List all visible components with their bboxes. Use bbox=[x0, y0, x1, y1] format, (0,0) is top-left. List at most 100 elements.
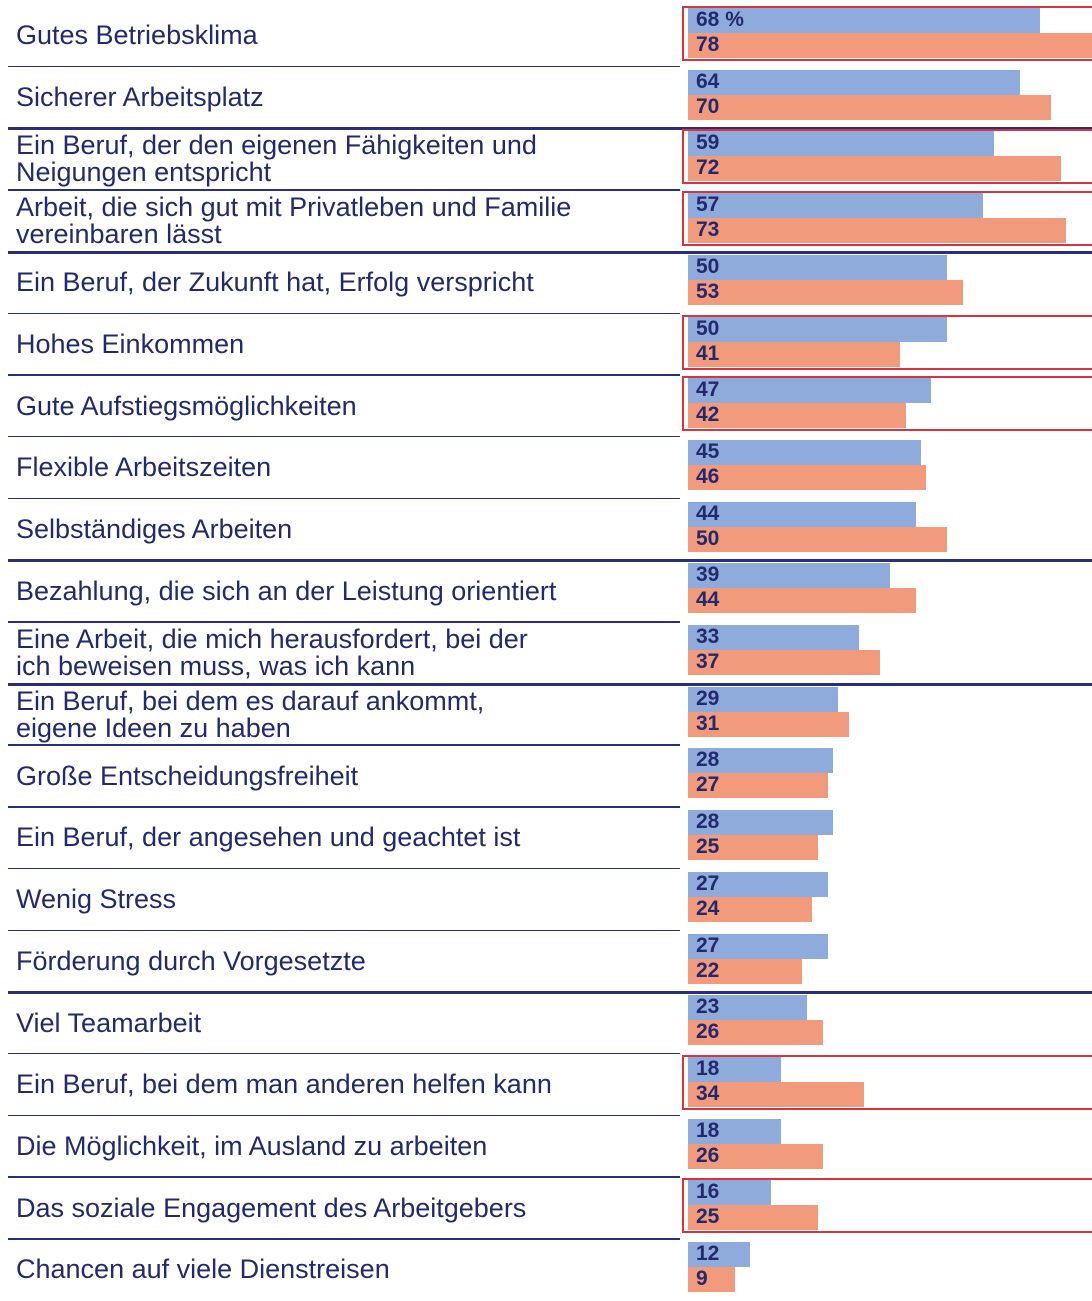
row-separator bbox=[8, 1238, 680, 1240]
category-label: Sicherer Arbeitsplatz bbox=[16, 82, 264, 113]
category-label: Hohes Einkommen bbox=[16, 328, 245, 359]
bar bbox=[688, 279, 963, 305]
row-separator bbox=[8, 127, 1092, 131]
bar bbox=[688, 131, 994, 157]
row-separator bbox=[8, 806, 680, 808]
row-separator bbox=[8, 1176, 680, 1178]
value-label: 23 bbox=[696, 995, 720, 1019]
value-label: 44 bbox=[696, 501, 720, 525]
value-label: 34 bbox=[696, 1081, 720, 1105]
value-label: 31 bbox=[696, 711, 720, 735]
bar bbox=[688, 439, 922, 465]
row-separator bbox=[8, 312, 680, 314]
value-label: 27 bbox=[696, 871, 720, 895]
category-label: Ein Beruf, der Zukunft hat, Erfolg versp… bbox=[16, 267, 534, 298]
category-label: Chancen auf viele Dienstreisen bbox=[16, 1254, 390, 1285]
value-label: 46 bbox=[696, 464, 720, 488]
category-label: Große Entscheidungsfreiheit bbox=[16, 760, 359, 791]
value-label: 29 bbox=[696, 686, 720, 710]
value-label: 70 bbox=[696, 94, 720, 118]
category-label: Viel Teamarbeit bbox=[16, 1007, 202, 1038]
bar bbox=[688, 1118, 782, 1144]
bar bbox=[688, 588, 916, 614]
category-label: Ein Beruf, bei dem es darauf ankommt, ei… bbox=[16, 685, 485, 743]
category-label: Eine Arbeit, die mich herausfordert, bei… bbox=[16, 623, 528, 681]
bar bbox=[688, 464, 927, 490]
value-label: 22 bbox=[696, 958, 720, 982]
bar bbox=[688, 748, 834, 774]
row-separator bbox=[8, 1114, 680, 1117]
bar bbox=[688, 1143, 823, 1169]
category-label: Arbeit, die sich gut mit Privatleben und… bbox=[16, 191, 572, 249]
bar bbox=[688, 1242, 751, 1267]
row-separator bbox=[8, 621, 680, 623]
value-label: 39 bbox=[696, 563, 720, 587]
bar bbox=[688, 341, 901, 367]
value-label: 25 bbox=[696, 835, 720, 859]
value-label: 44 bbox=[696, 588, 720, 612]
value-label: 72 bbox=[696, 156, 720, 180]
row-separator bbox=[8, 929, 680, 931]
value-label: 45 bbox=[696, 439, 720, 463]
value-label: 41 bbox=[696, 341, 720, 365]
bar bbox=[688, 1205, 818, 1231]
row-separator bbox=[8, 867, 680, 870]
value-label: 73 bbox=[696, 218, 720, 242]
category-label: Flexible Arbeitszeiten bbox=[16, 452, 272, 483]
bar bbox=[688, 378, 932, 404]
value-label: 18 bbox=[696, 1118, 720, 1142]
bar bbox=[688, 896, 813, 922]
bar bbox=[688, 1020, 823, 1046]
value-label: 78 bbox=[696, 33, 720, 56]
row-separator bbox=[8, 435, 680, 438]
bar bbox=[688, 316, 947, 342]
highlight-box bbox=[682, 1178, 1092, 1234]
value-label: 27 bbox=[696, 773, 720, 797]
value-label: 64 bbox=[696, 69, 720, 93]
bar bbox=[688, 8, 1041, 33]
bar bbox=[688, 650, 880, 675]
value-label: 50 bbox=[696, 254, 720, 278]
value-label: 12 bbox=[696, 1242, 720, 1265]
value-label: 53 bbox=[696, 279, 720, 303]
category-label: Wenig Stress bbox=[16, 884, 177, 915]
bar bbox=[688, 403, 906, 429]
bar bbox=[688, 94, 1051, 120]
value-label: 50 bbox=[696, 526, 720, 550]
bar bbox=[688, 69, 1020, 95]
row-separator bbox=[8, 682, 1092, 686]
value-label: 59 bbox=[696, 131, 720, 155]
value-label: 18 bbox=[696, 1056, 720, 1080]
bar bbox=[688, 193, 984, 219]
bar bbox=[688, 810, 834, 836]
bar bbox=[688, 33, 1092, 58]
category-label: Förderung durch Vorgesetzte bbox=[16, 945, 366, 976]
bar bbox=[688, 1267, 735, 1292]
value-label: 27 bbox=[696, 933, 720, 957]
value-label: 24 bbox=[696, 896, 720, 920]
category-label: Selbständiges Arbeiten bbox=[16, 513, 293, 544]
category-label: Die Möglichkeit, im Ausland zu arbeiten bbox=[16, 1130, 488, 1161]
bar bbox=[688, 1081, 865, 1107]
value-label: 16 bbox=[696, 1180, 720, 1204]
category-label: Ein Beruf, bei dem man anderen helfen ka… bbox=[16, 1069, 552, 1100]
category-label: Gute Aufstiegsmöglichkeiten bbox=[16, 390, 357, 421]
category-label: Gutes Betriebsklima bbox=[16, 20, 258, 51]
bar bbox=[688, 686, 839, 712]
value-label: 28 bbox=[696, 748, 720, 772]
bar bbox=[688, 218, 1067, 244]
bar bbox=[688, 958, 802, 984]
bar bbox=[688, 835, 818, 861]
row-separator bbox=[8, 991, 1092, 995]
highlight-box bbox=[682, 191, 1092, 247]
row-separator bbox=[8, 189, 680, 191]
bar bbox=[688, 933, 828, 959]
category-label: Ein Beruf, der angesehen und geachtet is… bbox=[16, 822, 521, 853]
bar bbox=[688, 711, 849, 737]
value-label: 57 bbox=[696, 193, 720, 217]
value-label: 42 bbox=[696, 403, 720, 427]
value-label: 37 bbox=[696, 650, 720, 673]
bar bbox=[688, 501, 916, 527]
row-separator bbox=[8, 497, 680, 500]
